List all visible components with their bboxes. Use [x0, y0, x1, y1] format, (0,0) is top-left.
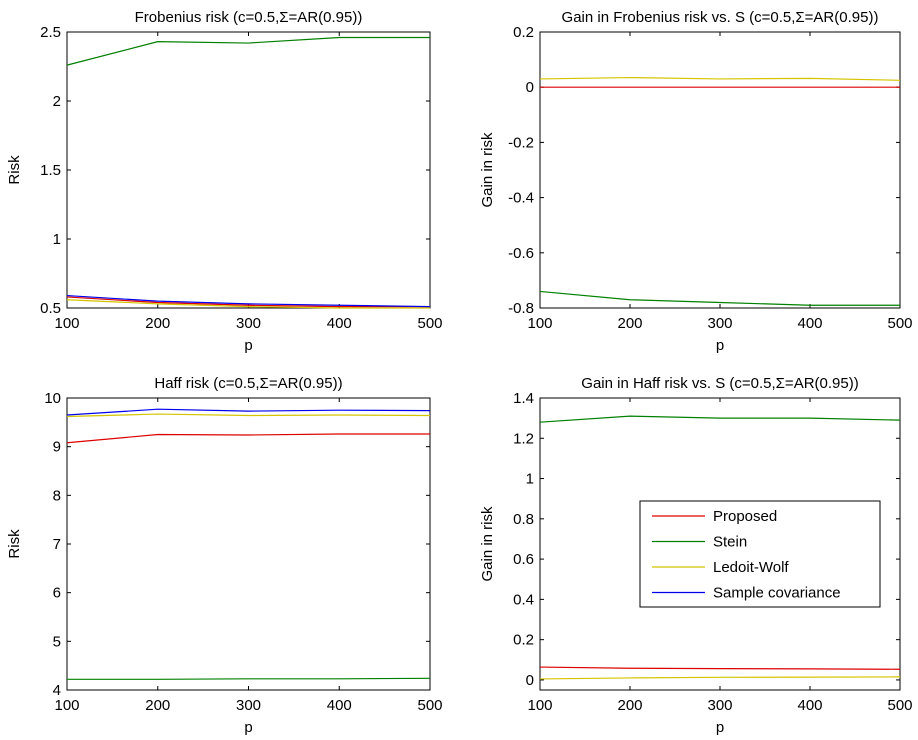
y-axis-label: Gain in risk: [479, 506, 496, 582]
legend-label-proposed: Proposed: [713, 508, 777, 525]
y-tick-label: 2.5: [40, 24, 61, 41]
y-tick-label: 0.5: [40, 300, 61, 317]
x-tick-label: 500: [887, 315, 912, 332]
x-tick-label: 200: [617, 697, 642, 714]
x-axis-label: p: [716, 337, 724, 354]
x-tick-label: 300: [707, 315, 732, 332]
y-tick-label: 5: [53, 633, 61, 650]
x-tick-label: 500: [417, 697, 442, 714]
series-line-ledoit-wolf: [67, 414, 430, 416]
plot-frame: [67, 32, 430, 308]
x-tick-label: 100: [527, 315, 552, 332]
series-line-stein: [67, 678, 430, 679]
chart-title: Haff risk (c=0.5,Σ=AR(0.95)): [154, 375, 342, 392]
y-tick-label: 1: [526, 471, 534, 488]
y-tick-label: -0.2: [508, 134, 534, 151]
chart-panel-2: Gain in Frobenius risk vs. S (c=0.5,Σ=AR…: [479, 9, 913, 354]
series-line-ledoit-wolf: [540, 677, 900, 679]
x-tick-label: 500: [887, 697, 912, 714]
y-tick-label: -0.6: [508, 245, 534, 262]
legend-label-sample-covariance: Sample covariance: [713, 585, 841, 602]
series-line-sample-covariance: [67, 409, 430, 415]
y-tick-label: -0.4: [508, 190, 534, 207]
y-tick-label: 1.4: [513, 390, 534, 407]
y-tick-label: -0.8: [508, 300, 534, 317]
y-tick-label: 0: [526, 672, 534, 689]
chart-panel-3: Haff risk (c=0.5,Σ=AR(0.95)) p Risk 100 200 3…: [6, 375, 443, 736]
series-line-ledoit-wolf: [540, 78, 900, 81]
y-tick-label: 0.6: [513, 551, 534, 568]
x-tick-label: 200: [145, 697, 170, 714]
series-line-stein: [540, 291, 900, 305]
x-tick-label: 500: [417, 315, 442, 332]
x-tick-label: 200: [145, 315, 170, 332]
y-tick-label: 0.8: [513, 511, 534, 528]
plot-frame: [540, 32, 900, 308]
series-line-stein: [67, 38, 430, 66]
y-tick-label: 0.2: [513, 24, 534, 41]
legend-label-stein: Stein: [713, 534, 747, 551]
plot-frame: [67, 398, 430, 690]
x-tick-label: 400: [327, 697, 352, 714]
y-tick-label: 1.5: [40, 162, 61, 179]
y-tick-label: 9: [53, 439, 61, 456]
x-tick-label: 400: [327, 315, 352, 332]
y-tick-label: 4: [53, 682, 61, 699]
chart-panel-1: Frobenius risk (c=0.5,Σ=AR(0.95))pRisk10…: [6, 9, 443, 354]
y-tick-label: 0: [526, 79, 534, 96]
x-tick-label: 300: [236, 697, 261, 714]
y-tick-label: 0.2: [513, 632, 534, 649]
y-tick-label: 2: [53, 93, 61, 110]
series-line-proposed: [67, 434, 430, 443]
x-tick-label: 400: [797, 315, 822, 332]
x-tick-label: 300: [707, 697, 732, 714]
y-axis-label: Risk: [6, 529, 23, 559]
series-line-proposed: [540, 667, 900, 669]
x-axis-label: p: [716, 719, 724, 736]
chart-panel-4: Gain in Haff risk vs. S (c=0.5,Σ=AR(0.95…: [479, 375, 913, 736]
y-tick-label: 1: [53, 231, 61, 248]
y-tick-label: 8: [53, 487, 61, 504]
x-axis-label: p: [244, 719, 252, 736]
x-axis-label: p: [244, 337, 252, 354]
x-tick-label: 100: [54, 315, 79, 332]
x-tick-label: 400: [797, 697, 822, 714]
x-tick-label: 300: [236, 315, 261, 332]
x-tick-label: 200: [617, 315, 642, 332]
legend-label-ledoit-wolf: Ledoit-Wolf: [713, 559, 789, 576]
y-axis-label: Gain in risk: [479, 132, 496, 208]
y-tick-label: 10: [44, 390, 61, 407]
y-tick-label: 7: [53, 536, 61, 553]
y-tick-label: 0.4: [513, 591, 534, 608]
y-axis-label: Risk: [6, 155, 23, 185]
x-tick-label: 100: [54, 697, 79, 714]
x-tick-label: 100: [527, 697, 552, 714]
chart-title: Frobenius risk (c=0.5,Σ=AR(0.95)): [135, 9, 363, 26]
chart-title: Gain in Haff risk vs. S (c=0.5,Σ=AR(0.95…: [581, 375, 858, 392]
y-tick-label: 6: [53, 585, 61, 602]
chart-title: Gain in Frobenius risk vs. S (c=0.5,Σ=AR…: [562, 9, 879, 26]
legend: Proposed Stein Ledoit-Wolf Sample covarianc…: [640, 501, 880, 607]
y-tick-label: 1.2: [513, 430, 534, 447]
series-line-stein: [540, 416, 900, 422]
